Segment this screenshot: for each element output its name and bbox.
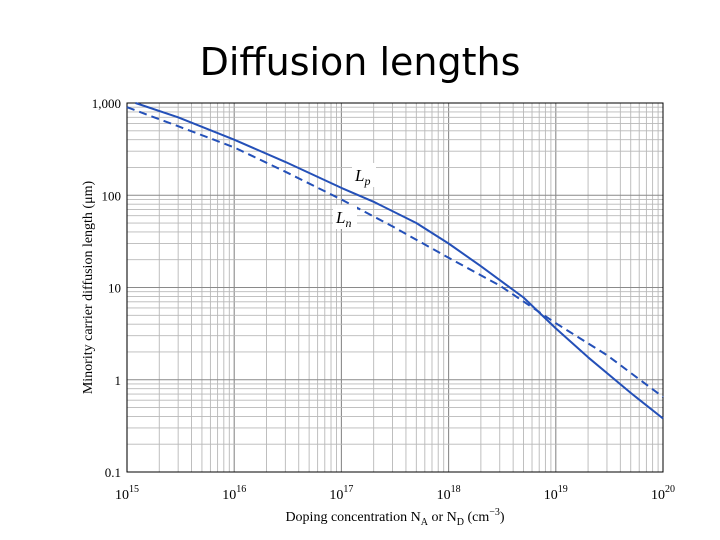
y-tick-label: 1 [115, 373, 122, 388]
y-tick-label: 100 [102, 188, 122, 203]
x-tick-label: 1017 [329, 484, 353, 503]
y-tick-label: 1,000 [92, 96, 121, 111]
y-tick-label: 0.1 [105, 465, 121, 480]
x-tick-label: 1019 [544, 484, 568, 503]
x-tick-label: 1018 [437, 484, 461, 503]
x-tick-label: 1020 [651, 484, 675, 503]
y-axis-label: Minority carrier diffusion length (μm) [81, 181, 96, 395]
series-line-lp [135, 102, 664, 420]
series-layer [126, 102, 664, 420]
tick-labels: 0.1 1 10 100 1,000 1015 1016 1017 1018 1019 1020 [92, 96, 675, 503]
series-label-lp: Lp [354, 166, 370, 188]
slide-title: Diffusion lengths [199, 40, 521, 84]
grid-lines [126, 103, 663, 473]
x-axis-label: Doping concentration NA or ND (cm−3) [285, 507, 504, 528]
series-line-ln [126, 106, 664, 398]
plot-frame [126, 102, 664, 473]
x-tick-label: 1016 [222, 484, 246, 503]
series-label-backing [333, 205, 357, 229]
y-tick-label: 10 [108, 281, 121, 296]
series-label-backing [352, 163, 376, 187]
series-label-ln: Ln [335, 208, 351, 230]
x-tick-label: 1015 [115, 484, 139, 503]
